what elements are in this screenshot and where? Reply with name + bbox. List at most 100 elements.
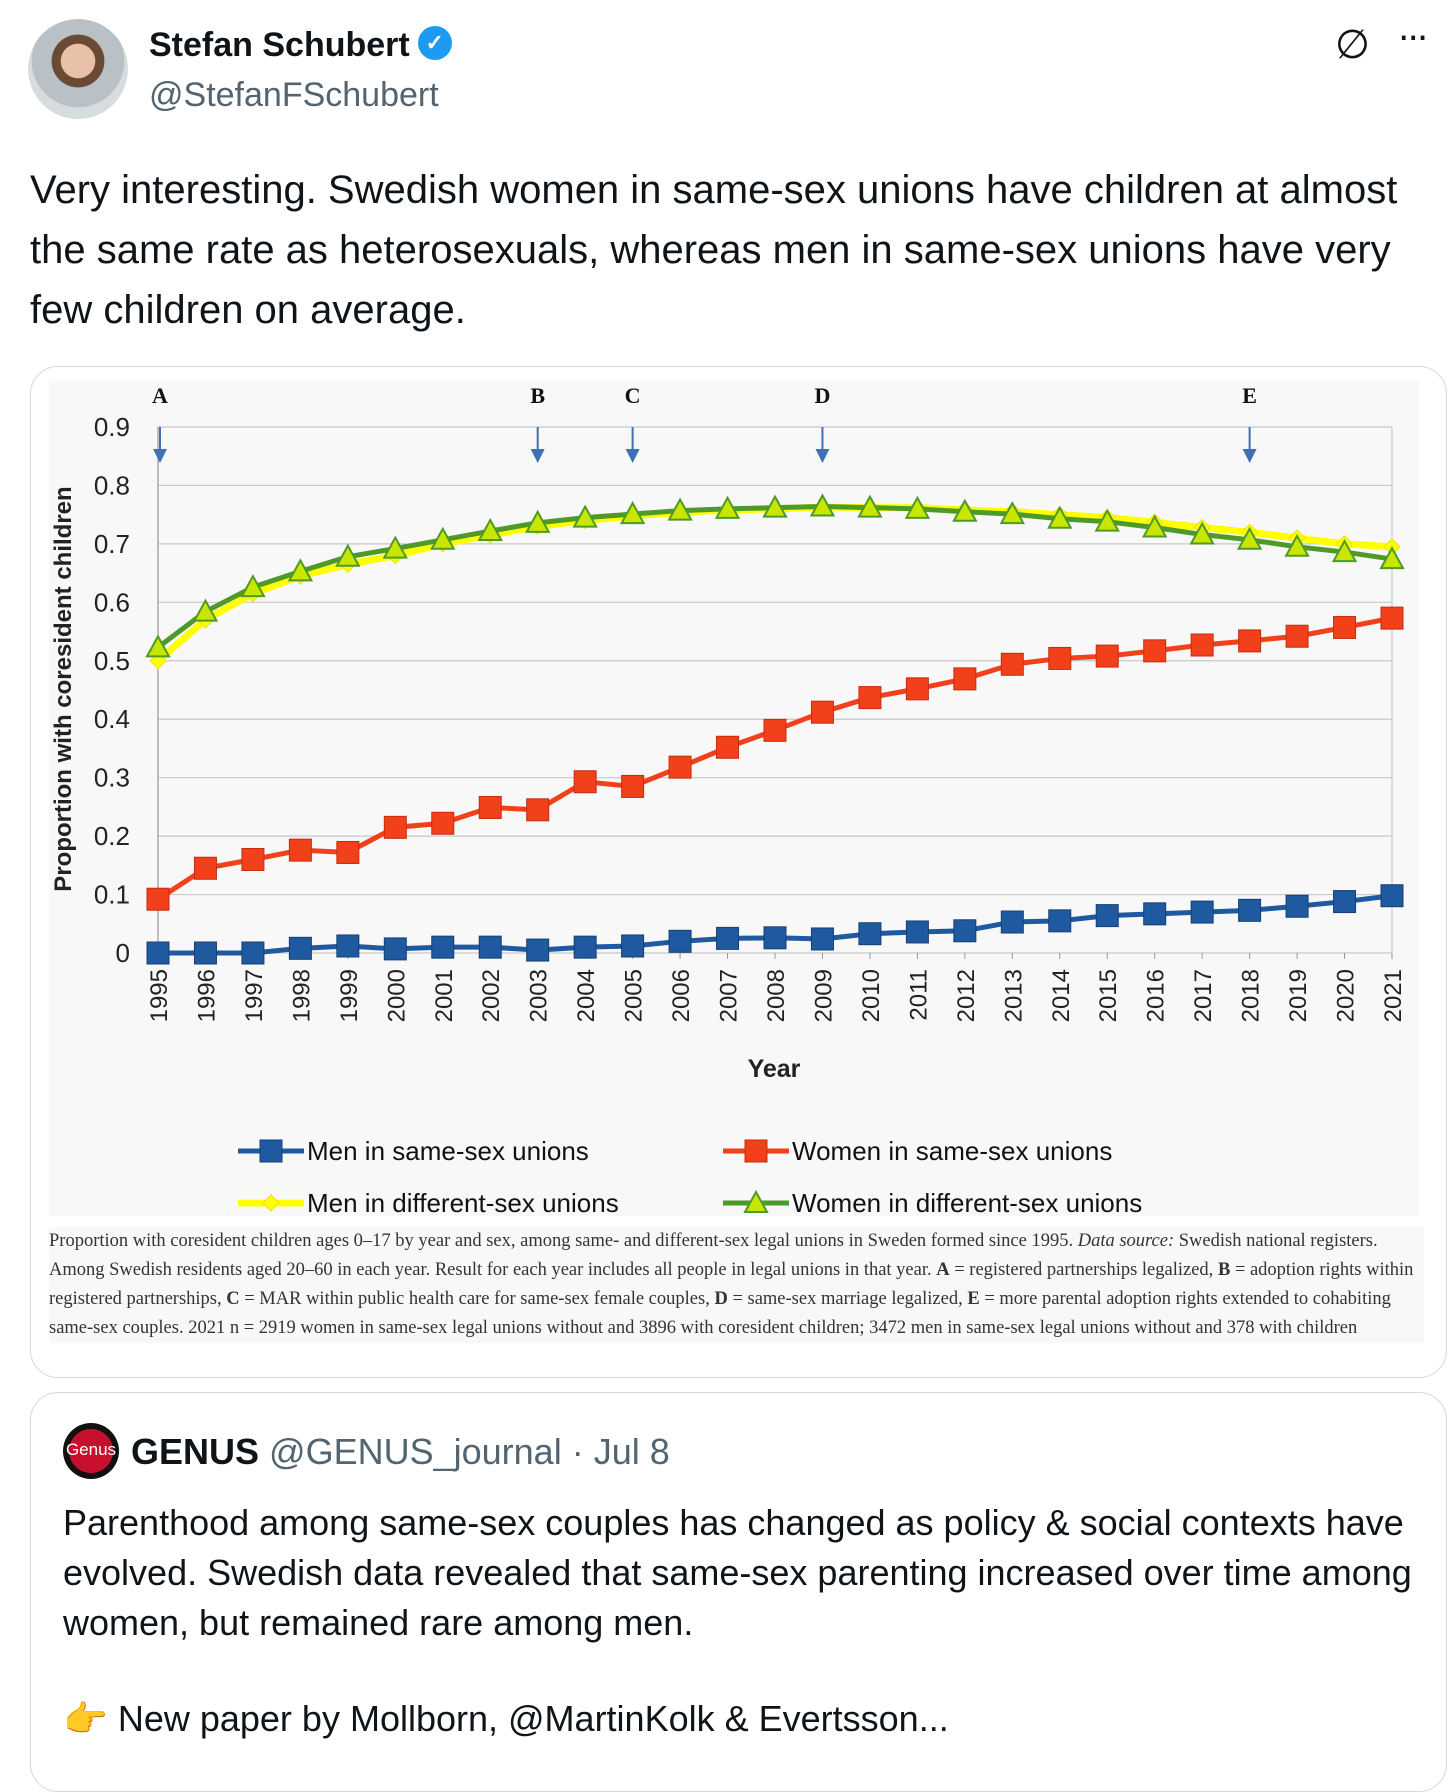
y-tick-label: 0.7 — [94, 529, 130, 559]
legend-label: Men in same-sex unions — [307, 1136, 589, 1166]
data-point-women-in-different-sex-unions — [287, 558, 314, 582]
data-point-men-in-same-sex-unions — [716, 926, 740, 950]
data-point-women-in-different-sex-unions — [1331, 538, 1358, 563]
x-tick-label: 1997 — [241, 969, 268, 1022]
data-point-men-in-same-sex-unions — [336, 934, 360, 958]
data-point-men-in-same-sex-unions — [1048, 909, 1072, 933]
quote-date: · Jul 8 — [571, 1431, 670, 1472]
data-point-women-in-different-sex-unions — [857, 494, 883, 518]
y-tick-label: 0.8 — [94, 470, 130, 500]
data-point-women-in-same-sex-unions — [526, 798, 550, 822]
annotation-label: B — [530, 383, 545, 408]
x-tick-label: 1996 — [193, 969, 220, 1022]
data-point-women-in-same-sex-unions — [905, 677, 929, 701]
data-point-men-in-same-sex-unions — [1095, 904, 1119, 928]
caption-key: A — [936, 1260, 950, 1280]
chart-image-card[interactable]: 0 0.1 0.2 0.3 0.4 0.5 0.6 0.7 0.8 0.9 1995 1996 1997… — [30, 366, 1447, 1378]
data-point-women-in-same-sex-unions — [478, 795, 502, 819]
data-point-men-in-same-sex-unions — [1000, 910, 1024, 934]
data-point-women-in-different-sex-unions — [430, 526, 456, 550]
x-tick-label: 2009 — [810, 969, 837, 1022]
tweet-text: Very interesting. Swedish women in same-… — [30, 168, 1398, 332]
data-point-men-in-same-sex-unions — [526, 938, 550, 962]
data-point-women-in-different-sex-unions — [1141, 514, 1168, 538]
x-tick-label: 2004 — [573, 969, 600, 1022]
y-axis-title: Proportion with coresident children — [50, 486, 77, 891]
author-avatar[interactable] — [28, 19, 128, 119]
legend-marker — [259, 1139, 283, 1163]
caption-key: B — [1217, 1260, 1231, 1280]
author-handle[interactable]: @StefanFSchubert — [149, 76, 439, 114]
data-point-men-in-same-sex-unions — [478, 935, 502, 959]
verified-badge-icon: ✓ — [417, 26, 452, 60]
y-tick-label: 0.9 — [94, 412, 130, 442]
data-point-women-in-same-sex-unions — [1143, 639, 1167, 663]
data-point-men-in-same-sex-unions — [241, 941, 265, 965]
y-tick-label: 0.5 — [94, 646, 130, 676]
data-point-women-in-same-sex-unions — [383, 815, 407, 839]
x-tick-label: 2012 — [953, 969, 980, 1022]
data-point-women-in-different-sex-unions — [192, 598, 219, 622]
data-point-women-in-same-sex-unions — [336, 840, 360, 864]
x-tick-label: 2006 — [668, 969, 695, 1022]
slashed-circle-icon[interactable]: ∅ — [1335, 22, 1370, 68]
caption-key: E — [967, 1289, 980, 1309]
data-point-women-in-different-sex-unions — [904, 495, 931, 519]
data-point-women-in-different-sex-unions — [952, 498, 978, 522]
data-point-women-in-different-sex-unions — [145, 634, 171, 658]
data-point-women-in-same-sex-unions — [146, 887, 170, 911]
x-tick-label: 2007 — [716, 969, 743, 1022]
caption-key: C — [226, 1289, 240, 1309]
legend-label: Men in different-sex unions — [307, 1188, 619, 1218]
x-tick-label: 2011 — [905, 969, 932, 1021]
quoted-tweet[interactable]: Genus GENUS @GENUS_journal · Jul 8 Paren… — [30, 1392, 1447, 1792]
data-point-men-in-same-sex-unions — [763, 926, 787, 950]
data-point-women-in-same-sex-unions — [1190, 633, 1214, 657]
author-name-text: Stefan Schubert — [149, 26, 410, 64]
data-point-women-in-different-sex-unions — [572, 504, 598, 528]
x-tick-label: 2018 — [1238, 969, 1265, 1022]
caption-text: = more parental adoption rights extended… — [49, 1289, 1391, 1338]
data-point-men-in-same-sex-unions — [1380, 884, 1404, 908]
x-tick-label: 2015 — [1095, 969, 1122, 1022]
author-name[interactable]: Stefan Schubert ✓ — [149, 26, 452, 65]
data-point-women-in-different-sex-unions — [382, 535, 408, 559]
data-point-women-in-same-sex-unions — [953, 667, 977, 691]
data-point-women-in-different-sex-unions — [999, 501, 1025, 525]
legend-marker — [743, 1189, 769, 1213]
quote-text: Parenthood among same-sex couples has ch… — [63, 1502, 1412, 1643]
x-tick-label: 2014 — [1048, 969, 1075, 1022]
data-point-men-in-same-sex-unions — [905, 920, 929, 944]
more-icon[interactable]: ··· — [1398, 18, 1428, 59]
data-point-women-in-same-sex-unions — [1048, 646, 1072, 670]
quote-more-line: 👉 New paper by Mollborn, @MartinKolk & E… — [63, 1698, 949, 1740]
y-tick-label: 0.6 — [94, 587, 130, 617]
data-point-men-in-same-sex-unions — [193, 941, 217, 965]
caption-text: = same-sex marriage legalized, — [727, 1289, 968, 1309]
x-tick-label: 2008 — [763, 969, 790, 1022]
data-point-women-in-different-sex-unions — [525, 509, 551, 533]
caption-text: Swedish national registers. Among Swedis… — [49, 1231, 1378, 1280]
legend-marker — [262, 1194, 280, 1212]
annotation-arrowhead — [625, 449, 640, 463]
data-point-women-in-different-sex-unions — [1236, 526, 1263, 550]
data-point-women-in-same-sex-unions — [1380, 606, 1404, 630]
x-tick-label: 2000 — [383, 969, 410, 1022]
data-point-women-in-same-sex-unions — [621, 774, 645, 798]
data-point-women-in-same-sex-unions — [193, 856, 217, 880]
data-point-women-in-same-sex-unions — [810, 700, 834, 724]
data-point-men-in-same-sex-unions — [573, 935, 597, 959]
x-tick-label: 1998 — [288, 969, 315, 1022]
data-point-men-in-same-sex-unions — [1285, 894, 1309, 918]
data-point-women-in-different-sex-unions — [714, 495, 741, 519]
annotation-label: C — [625, 383, 641, 408]
data-point-women-in-different-sex-unions — [667, 497, 693, 521]
data-point-men-in-same-sex-unions — [621, 934, 645, 958]
data-point-men-in-same-sex-unions — [288, 936, 312, 960]
data-point-women-in-different-sex-unions — [335, 543, 361, 567]
data-point-women-in-different-sex-unions — [619, 501, 646, 525]
x-tick-label: 2017 — [1190, 969, 1217, 1022]
caption-text: = MAR within public health care for same… — [239, 1289, 715, 1309]
legend-label: Women in same-sex unions — [792, 1136, 1112, 1166]
caption-text: = registered partnerships legalized, — [949, 1260, 1218, 1280]
